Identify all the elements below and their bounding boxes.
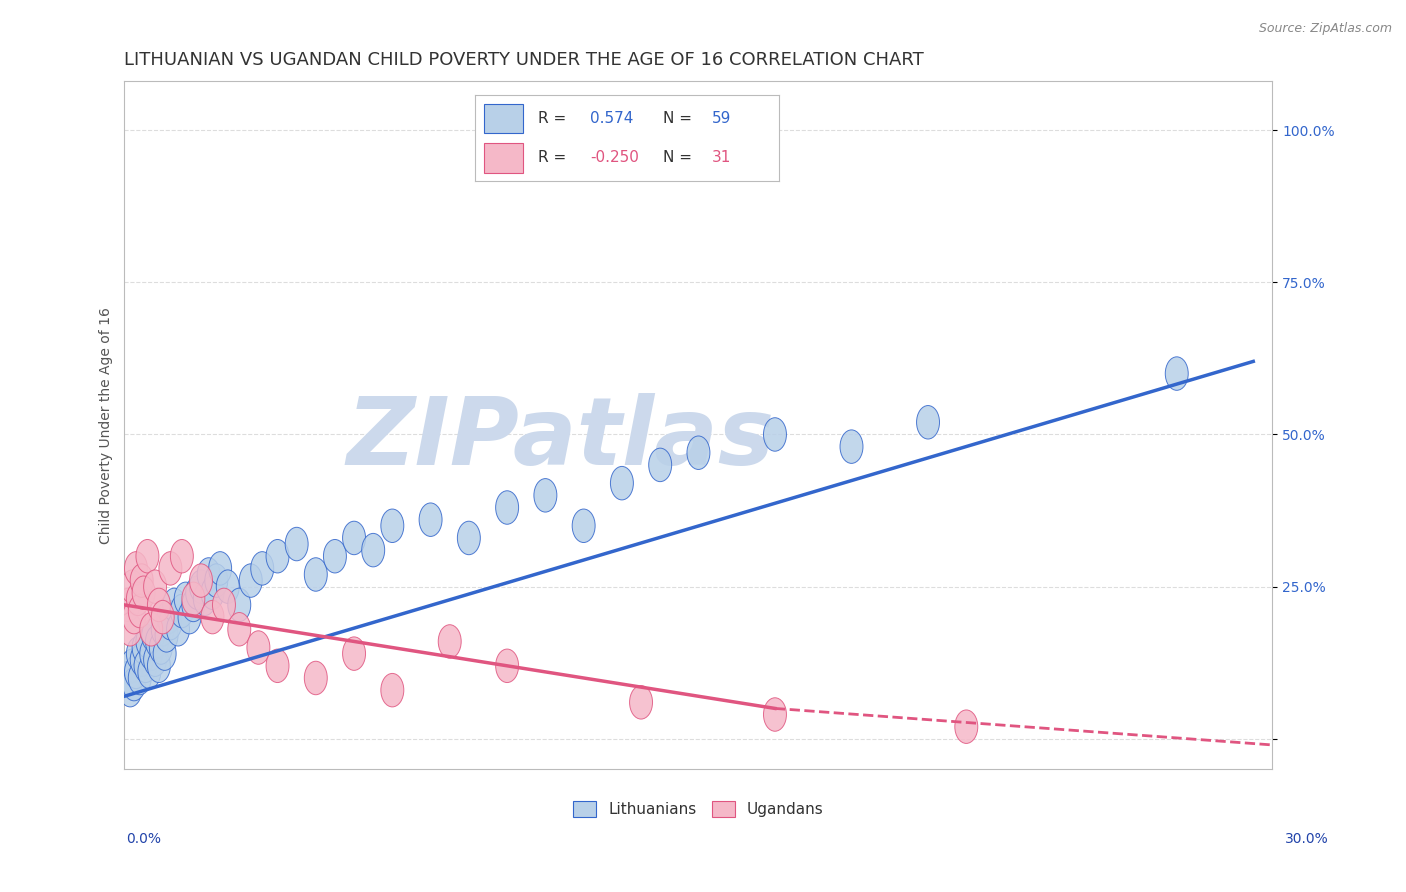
Ellipse shape xyxy=(763,417,786,451)
Ellipse shape xyxy=(194,582,217,615)
Ellipse shape xyxy=(361,533,385,567)
Text: 30.0%: 30.0% xyxy=(1285,832,1329,846)
Ellipse shape xyxy=(142,619,165,652)
Ellipse shape xyxy=(190,570,212,603)
Ellipse shape xyxy=(205,564,228,598)
Ellipse shape xyxy=(159,607,181,640)
Ellipse shape xyxy=(121,570,143,603)
Ellipse shape xyxy=(117,588,139,622)
Ellipse shape xyxy=(125,655,148,689)
Ellipse shape xyxy=(132,576,155,609)
Ellipse shape xyxy=(174,582,197,615)
Ellipse shape xyxy=(212,588,235,622)
Ellipse shape xyxy=(138,655,160,689)
Ellipse shape xyxy=(118,613,142,646)
Ellipse shape xyxy=(197,558,221,591)
Ellipse shape xyxy=(127,582,149,615)
Ellipse shape xyxy=(630,686,652,719)
Ellipse shape xyxy=(166,613,190,646)
Ellipse shape xyxy=(143,643,166,676)
Ellipse shape xyxy=(439,624,461,658)
Ellipse shape xyxy=(179,600,201,634)
Ellipse shape xyxy=(457,521,481,555)
Ellipse shape xyxy=(127,637,149,671)
Ellipse shape xyxy=(131,564,153,598)
Ellipse shape xyxy=(955,710,977,743)
Ellipse shape xyxy=(304,661,328,695)
Ellipse shape xyxy=(181,582,205,615)
Ellipse shape xyxy=(149,631,173,665)
Ellipse shape xyxy=(170,540,194,573)
Text: LITHUANIAN VS UGANDAN CHILD POVERTY UNDER THE AGE OF 16 CORRELATION CHART: LITHUANIAN VS UGANDAN CHILD POVERTY UNDE… xyxy=(125,51,924,69)
Ellipse shape xyxy=(159,551,181,585)
Ellipse shape xyxy=(572,509,595,542)
Text: 0.0%: 0.0% xyxy=(127,832,162,846)
Ellipse shape xyxy=(117,661,139,695)
Ellipse shape xyxy=(125,551,148,585)
Ellipse shape xyxy=(304,558,328,591)
Ellipse shape xyxy=(343,521,366,555)
Ellipse shape xyxy=(163,588,186,622)
Ellipse shape xyxy=(648,448,672,482)
Ellipse shape xyxy=(148,649,170,682)
Ellipse shape xyxy=(132,631,155,665)
Ellipse shape xyxy=(145,624,169,658)
Ellipse shape xyxy=(496,491,519,524)
Ellipse shape xyxy=(266,540,290,573)
Y-axis label: Child Poverty Under the Age of 16: Child Poverty Under the Age of 16 xyxy=(100,307,114,544)
Ellipse shape xyxy=(136,624,159,658)
Ellipse shape xyxy=(152,600,174,634)
Ellipse shape xyxy=(186,576,208,609)
Ellipse shape xyxy=(139,613,163,646)
Ellipse shape xyxy=(134,649,157,682)
Ellipse shape xyxy=(534,479,557,512)
Ellipse shape xyxy=(419,503,441,536)
Ellipse shape xyxy=(118,673,142,706)
Ellipse shape xyxy=(155,619,179,652)
Ellipse shape xyxy=(496,649,519,682)
Ellipse shape xyxy=(343,637,366,671)
Ellipse shape xyxy=(148,588,170,622)
Ellipse shape xyxy=(181,588,205,622)
Ellipse shape xyxy=(266,649,290,682)
Ellipse shape xyxy=(136,540,159,573)
Ellipse shape xyxy=(190,564,212,598)
Ellipse shape xyxy=(122,600,145,634)
Ellipse shape xyxy=(128,594,152,628)
Text: Source: ZipAtlas.com: Source: ZipAtlas.com xyxy=(1258,22,1392,36)
Ellipse shape xyxy=(122,667,145,701)
Ellipse shape xyxy=(285,527,308,561)
Ellipse shape xyxy=(143,570,166,603)
Ellipse shape xyxy=(228,613,250,646)
Ellipse shape xyxy=(610,467,633,500)
Ellipse shape xyxy=(170,594,194,628)
Ellipse shape xyxy=(323,540,346,573)
Ellipse shape xyxy=(239,564,263,598)
Legend: Lithuanians, Ugandans: Lithuanians, Ugandans xyxy=(567,796,830,823)
Ellipse shape xyxy=(128,661,152,695)
Ellipse shape xyxy=(157,600,180,634)
Ellipse shape xyxy=(201,600,224,634)
Ellipse shape xyxy=(250,551,274,585)
Ellipse shape xyxy=(381,509,404,542)
Ellipse shape xyxy=(381,673,404,706)
Ellipse shape xyxy=(131,643,153,676)
Ellipse shape xyxy=(688,436,710,469)
Ellipse shape xyxy=(917,406,939,439)
Ellipse shape xyxy=(152,613,174,646)
Ellipse shape xyxy=(839,430,863,463)
Ellipse shape xyxy=(121,649,143,682)
Ellipse shape xyxy=(763,698,786,731)
Ellipse shape xyxy=(153,637,176,671)
Text: ZIPatlas: ZIPatlas xyxy=(347,393,775,485)
Ellipse shape xyxy=(1166,357,1188,391)
Ellipse shape xyxy=(208,551,232,585)
Ellipse shape xyxy=(228,588,250,622)
Ellipse shape xyxy=(247,631,270,665)
Ellipse shape xyxy=(217,570,239,603)
Ellipse shape xyxy=(139,637,163,671)
Ellipse shape xyxy=(201,576,224,609)
